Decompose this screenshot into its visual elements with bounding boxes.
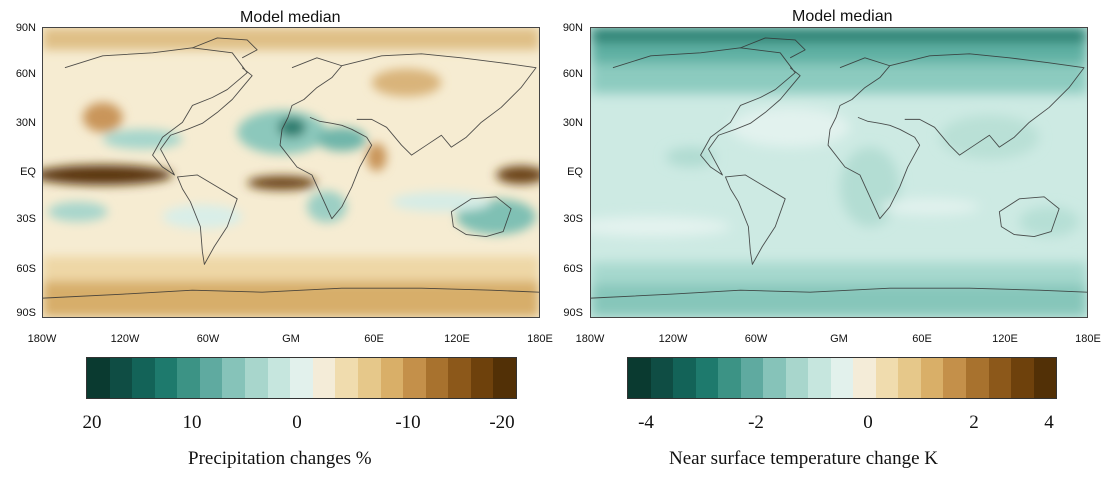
- lon-label-60w: 60W: [744, 333, 768, 345]
- lat-label-30n: 30N: [562, 117, 583, 129]
- lat-label-90n: 90N: [15, 22, 36, 34]
- colorbar-swatch: [898, 358, 921, 398]
- colorbar-tick: -2: [748, 412, 764, 433]
- precipitation-map-graphic: [43, 28, 539, 317]
- lon-label-gm: GM: [830, 333, 848, 345]
- lon-label-120w: 120W: [110, 333, 140, 345]
- colorbar-swatch: [1011, 358, 1034, 398]
- colorbar-tick: 4: [1044, 412, 1054, 433]
- colorbar-swatch: [199, 358, 223, 398]
- precipitation-colorbar: [86, 357, 517, 399]
- precipitation-map: [42, 27, 540, 318]
- panel-title: Model median: [792, 8, 893, 25]
- colorbar-tick: -10: [395, 412, 421, 433]
- lon-label-180w: 180W: [27, 333, 57, 345]
- lat-label-30s: 30S: [563, 213, 583, 225]
- colorbar-swatch: [808, 358, 831, 398]
- lat-label-90s: 90S: [563, 307, 583, 319]
- lat-label-60n: 60N: [15, 68, 36, 80]
- colorbar-swatch: [943, 358, 966, 398]
- colorbar-tick: -4: [638, 412, 654, 433]
- colorbar-swatch: [1033, 358, 1057, 398]
- temperature-colorbar-ticks: -4 -2 0 2 4: [556, 412, 1112, 436]
- colorbar-swatch: [875, 358, 899, 398]
- lon-label-120e: 120E: [992, 333, 1018, 345]
- panel-title: Model median: [240, 9, 341, 26]
- colorbar-swatch: [493, 358, 516, 398]
- lat-label-60s: 60S: [563, 263, 583, 275]
- colorbar-swatch: [740, 358, 764, 398]
- colorbar-swatch: [718, 358, 741, 398]
- colorbar-tick: 0: [292, 412, 302, 433]
- lat-label-eq: EQ: [567, 166, 583, 178]
- precipitation-colorbar-ticks: 20 10 0 -10 -20: [0, 412, 556, 436]
- colorbar-swatch: [357, 358, 381, 398]
- colorbar-swatch: [965, 358, 989, 398]
- colorbar-tick: 0: [863, 412, 873, 433]
- lon-label-gm: GM: [282, 333, 300, 345]
- colorbar-swatch: [650, 358, 674, 398]
- colorbar-swatch: [988, 358, 1012, 398]
- temperature-colorbar: [627, 357, 1057, 399]
- lon-label-180e: 180E: [1075, 333, 1101, 345]
- colorbar-swatch: [785, 358, 809, 398]
- colorbar-swatch: [763, 358, 786, 398]
- lat-label-eq: EQ: [20, 166, 36, 178]
- lat-label-90s: 90S: [16, 307, 36, 319]
- colorbar-swatch: [267, 358, 291, 398]
- colorbar-tick: 2: [969, 412, 979, 433]
- colorbar-swatch: [403, 358, 426, 398]
- lon-label-120w: 120W: [658, 333, 688, 345]
- lat-label-30s: 30S: [16, 213, 36, 225]
- colorbar-swatch: [132, 358, 155, 398]
- colorbar-tick: 20: [82, 412, 102, 433]
- lat-label-90n: 90N: [562, 22, 583, 34]
- temperature-map-graphic: [591, 28, 1087, 317]
- lon-label-60e: 60E: [912, 333, 932, 345]
- colorbar-swatch: [245, 358, 268, 398]
- colorbar-swatch: [920, 358, 944, 398]
- colorbar-swatch: [177, 358, 200, 398]
- colorbar-swatch: [380, 358, 404, 398]
- lon-label-120e: 120E: [444, 333, 470, 345]
- colorbar-swatch: [830, 358, 854, 398]
- colorbar-swatch: [448, 358, 471, 398]
- colorbar-tick: -20: [489, 412, 515, 433]
- colorbar-swatch: [673, 358, 696, 398]
- lon-label-60w: 60W: [196, 333, 220, 345]
- lat-label-60n: 60N: [562, 68, 583, 80]
- colorbar-swatch: [290, 358, 313, 398]
- lon-label-60e: 60E: [364, 333, 384, 345]
- colorbar-swatch: [695, 358, 719, 398]
- colorbar-swatch: [335, 358, 358, 398]
- lon-label-180w: 180W: [575, 333, 605, 345]
- colorbar-swatch: [87, 358, 110, 398]
- temperature-colorbar-label: Near surface temperature change K: [669, 448, 939, 469]
- colorbar-swatch: [853, 358, 876, 398]
- temperature-panel: Model median 90N 60N 30N EQ 30S 60S 90S: [556, 0, 1112, 488]
- colorbar-swatch: [154, 358, 178, 398]
- colorbar-swatch: [109, 358, 133, 398]
- colorbar-swatch: [425, 358, 449, 398]
- precipitation-colorbar-label: Precipitation changes %: [188, 448, 372, 469]
- temperature-map: [590, 27, 1088, 318]
- precipitation-panel: Model median 90N 60N 30N EQ 30S 60S 90S: [0, 9, 556, 469]
- lon-label-180e: 180E: [527, 333, 553, 345]
- colorbar-swatch: [470, 358, 494, 398]
- colorbar-tick: 10: [182, 412, 202, 433]
- colorbar-swatch: [628, 358, 651, 398]
- lat-label-60s: 60S: [16, 263, 36, 275]
- lat-label-30n: 30N: [15, 117, 36, 129]
- colorbar-swatch: [312, 358, 336, 398]
- colorbar-swatch: [222, 358, 246, 398]
